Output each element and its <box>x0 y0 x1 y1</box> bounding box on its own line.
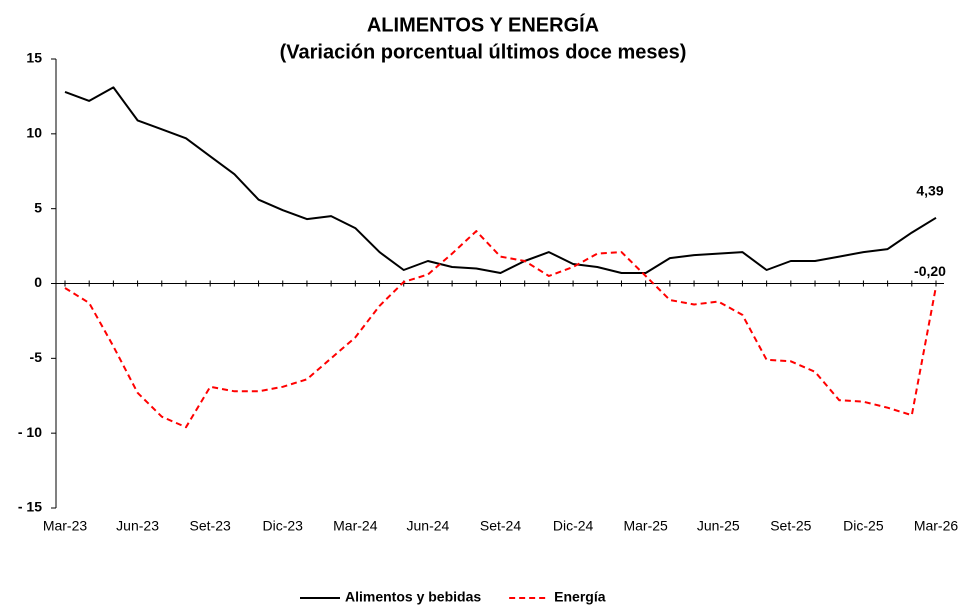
x-tick-label: Mar-23 <box>43 518 88 534</box>
data-label: -0,20 <box>914 263 946 279</box>
x-tick-label: Set-24 <box>480 518 521 534</box>
legend-label: Alimentos y bebidas <box>345 589 481 605</box>
y-tick-label: -5 <box>30 349 43 365</box>
series-line <box>64 86 937 274</box>
series-line <box>64 230 937 429</box>
x-tick-label: Jun-23 <box>116 518 159 534</box>
x-tick-label: Set-25 <box>770 518 811 534</box>
chart-subtitle: (Variación porcentual últimos doce meses… <box>280 41 687 63</box>
x-tick-label: Mar-26 <box>914 518 959 534</box>
x-tick-label: Jun-25 <box>697 518 740 534</box>
chart-title: ALIMENTOS Y ENERGÍA <box>367 13 599 36</box>
x-tick-label: Mar-24 <box>333 518 378 534</box>
y-tick-label: 10 <box>26 125 42 141</box>
x-tick-label: Mar-25 <box>623 518 668 534</box>
x-tick-label: Dic-25 <box>843 518 884 534</box>
x-tick-label: Jun-24 <box>407 518 450 534</box>
y-tick-label: 0 <box>34 274 42 290</box>
data-label: 4,39 <box>916 182 943 198</box>
y-tick-label: 5 <box>34 199 42 215</box>
legend-label: Energía <box>554 589 606 605</box>
x-tick-label: Dic-23 <box>263 518 304 534</box>
y-tick-label: - 10 <box>18 424 42 440</box>
x-tick-label: Set-23 <box>190 518 231 534</box>
y-tick-label: 15 <box>26 50 42 66</box>
y-tick-label: - 15 <box>18 499 42 515</box>
x-tick-label: Dic-24 <box>553 518 594 534</box>
